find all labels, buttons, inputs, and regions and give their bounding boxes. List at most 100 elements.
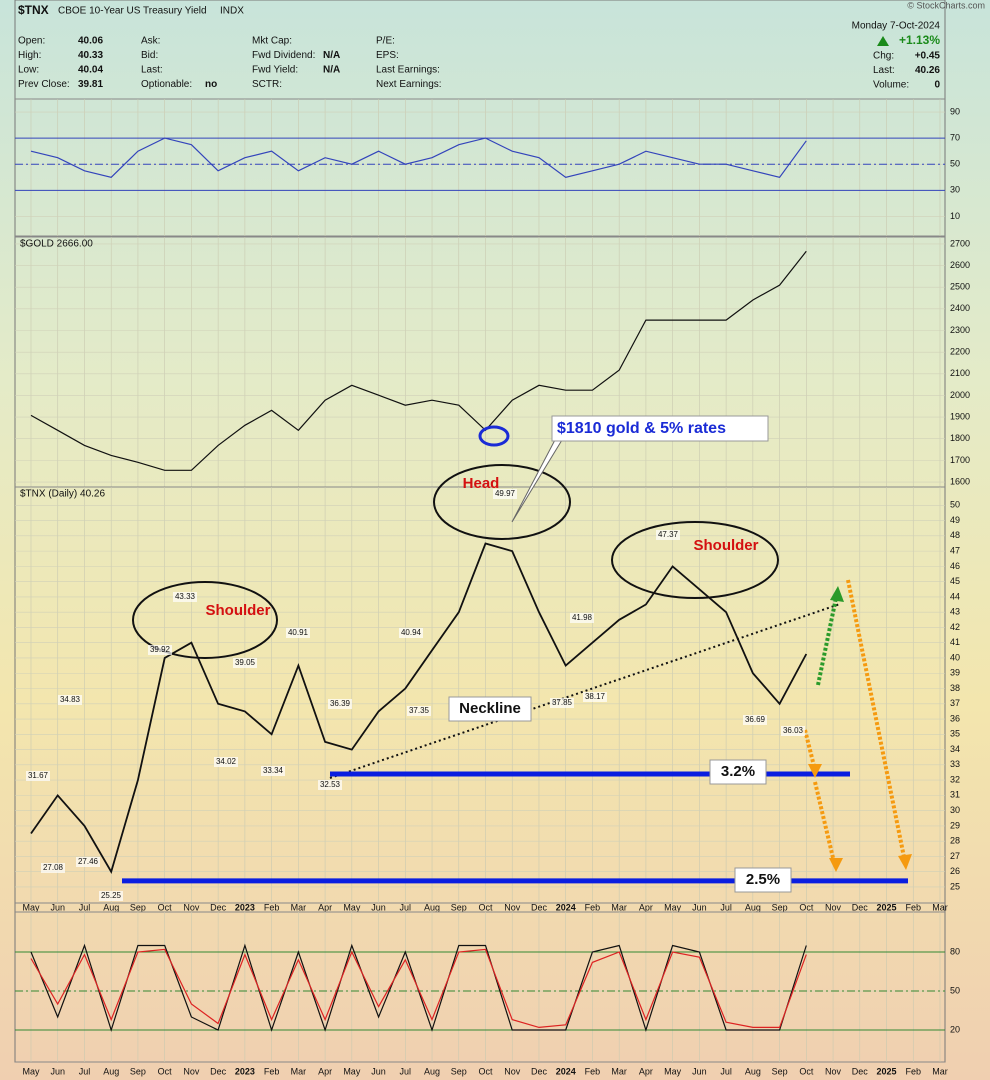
y-tick-label: 2300 — [950, 325, 970, 335]
y-tick-label: 43 — [950, 607, 960, 617]
x-tick-label: Mar — [291, 902, 307, 912]
change-pct: +1.13% — [899, 33, 940, 47]
x-tick-label: Aug — [424, 1066, 440, 1076]
annotation: Shoulder — [205, 602, 270, 619]
y-tick-label: 1700 — [950, 455, 970, 465]
field-label: Last: — [141, 65, 163, 76]
x-tick-label: Aug — [103, 1066, 119, 1076]
x-tick-label: Jul — [400, 902, 412, 912]
field-label: Ask: — [141, 36, 160, 47]
series-line — [30, 137, 807, 178]
x-tick-label: Jul — [400, 1066, 412, 1076]
x-tick-label: Sep — [451, 902, 467, 912]
price-label: 49.97 — [495, 489, 516, 498]
price-label: 39.05 — [235, 658, 256, 667]
x-tick-label: Jun — [692, 902, 707, 912]
price-label-box — [286, 628, 310, 638]
y-tick-label: 2200 — [950, 347, 970, 357]
y-tick-label: 2400 — [950, 303, 970, 313]
price-label-box — [214, 757, 238, 767]
x-tick-label: Dec — [210, 1066, 227, 1076]
price-label: 40.91 — [288, 628, 309, 637]
x-tick-label: Sep — [130, 1066, 146, 1076]
y-tick-label: 37 — [950, 698, 960, 708]
forecast-arrow — [803, 729, 817, 771]
label-box — [448, 696, 532, 722]
x-tick-label: May — [664, 1066, 682, 1076]
x-tick-label: May — [664, 902, 682, 912]
y-tick-label: 2100 — [950, 368, 970, 378]
y-tick-label: 2700 — [950, 238, 970, 248]
pattern-circle — [433, 464, 571, 540]
x-tick-label: Feb — [906, 902, 922, 912]
x-tick-label: Oct — [478, 1066, 493, 1076]
y-tick-label: 33 — [950, 759, 960, 769]
pattern-circle — [132, 581, 278, 659]
y-tick-label: 44 — [950, 591, 960, 601]
x-tick-label: May — [343, 1066, 361, 1076]
price-label: 43.33 — [175, 592, 196, 601]
price-label: 33.34 — [263, 766, 284, 775]
x-tick-label: Feb — [585, 1066, 601, 1076]
price-label: 41.98 — [572, 613, 593, 622]
x-tick-label: Dec — [852, 1066, 869, 1076]
field-label: SCTR: — [252, 79, 282, 90]
x-tick-label: Dec — [210, 902, 227, 912]
y-tick-label: 35 — [950, 729, 960, 739]
level-label: 3.2% — [721, 763, 755, 780]
field-label: Fwd Dividend: — [252, 50, 315, 61]
x-tick-label: Dec — [531, 1066, 548, 1076]
x-tick-label: Oct — [799, 1066, 814, 1076]
field-value: 40.33 — [78, 50, 103, 61]
x-tick-label: Nov — [825, 1066, 842, 1076]
y-tick-label: 50 — [950, 500, 960, 510]
y-tick-label: 1900 — [950, 411, 970, 421]
field-label: Chg: — [873, 51, 894, 62]
field-label: Prev Close: — [18, 79, 70, 90]
field-label: Open: — [18, 36, 45, 47]
y-tick-label: 47 — [950, 545, 960, 555]
field-label: EPS: — [376, 50, 399, 61]
x-tick-label: 2025 — [877, 1066, 897, 1076]
price-label-box — [41, 863, 65, 873]
field-value: 40.26 — [915, 65, 940, 76]
y-tick-label: 30 — [950, 185, 960, 195]
x-tick-label: Apr — [318, 1066, 332, 1076]
price-label-box — [26, 771, 50, 781]
forecast-arrow — [813, 781, 836, 863]
price-label-box — [743, 715, 767, 725]
y-tick-label: 90 — [950, 106, 960, 116]
price-label: 37.85 — [552, 698, 573, 707]
x-tick-label: Dec — [531, 902, 548, 912]
y-tick-label: 28 — [950, 836, 960, 846]
panel-title: $GOLD 2666.00 — [20, 239, 93, 250]
price-label-box — [493, 489, 517, 499]
price-label: 32.53 — [320, 780, 341, 789]
x-tick-label: Feb — [906, 1066, 922, 1076]
price-label-box — [99, 891, 123, 901]
x-tick-label: 2025 — [877, 902, 897, 912]
y-tick-label: 20 — [950, 1024, 960, 1034]
price-label-box — [318, 780, 342, 790]
y-tick-label: 32 — [950, 774, 960, 784]
x-tick-label: Nov — [183, 1066, 200, 1076]
x-tick-label: Jun — [371, 902, 386, 912]
up-arrow — [877, 36, 889, 46]
level-label: 2.5% — [746, 871, 780, 888]
x-tick-label: Aug — [424, 902, 440, 912]
annotation: Neckline — [459, 700, 521, 717]
y-tick-label: 80 — [950, 946, 960, 956]
price-label: 27.46 — [78, 857, 99, 866]
price-label-box — [148, 645, 172, 655]
y-tick-label: 50 — [950, 985, 960, 995]
x-tick-label: Jun — [371, 1066, 386, 1076]
x-tick-label: Jul — [79, 1066, 91, 1076]
price-label-box — [58, 695, 82, 705]
label-box — [709, 759, 767, 785]
price-label: 36.39 — [330, 699, 351, 708]
x-tick-label: Sep — [772, 1066, 788, 1076]
price-label: 36.69 — [745, 715, 766, 724]
x-tick-label: May — [22, 902, 40, 912]
